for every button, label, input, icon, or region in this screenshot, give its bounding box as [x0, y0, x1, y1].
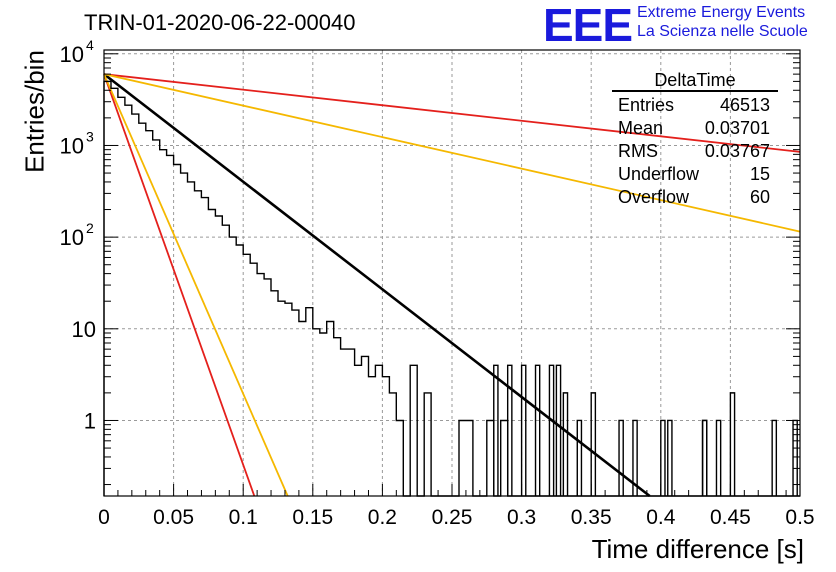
x-tick-label: 0.3: [507, 506, 536, 529]
stats-value: 15: [749, 164, 770, 184]
y-tick-label: 1: [84, 408, 96, 433]
y-tick-exponent: 3: [86, 128, 94, 144]
y-tick-exponent: 2: [86, 220, 94, 236]
stats-label: Entries: [618, 95, 675, 115]
stats-row-entries: Entries 46513: [612, 94, 778, 117]
x-tick-label: 0.4: [646, 506, 676, 529]
x-tick-label: 0.2: [368, 506, 397, 529]
histogram-tail-bin: [493, 364, 499, 496]
stats-box-title: DeltaTime: [612, 70, 778, 92]
stats-label: Overflow: [618, 187, 690, 207]
histogram-tail-bin: [715, 419, 722, 496]
x-tick-label: 0.35: [571, 506, 612, 529]
x-tick-label: 0.1: [229, 506, 258, 529]
y-tick-label: 10: [60, 225, 84, 250]
histogram-title: TRIN-01-2020-06-22-00040: [84, 10, 356, 35]
stats-label: Mean: [618, 118, 664, 138]
fit-line-3: [103, 73, 256, 497]
x-tick-label: 0.05: [153, 506, 194, 529]
stats-row-rms: RMS 0.03767: [612, 140, 778, 163]
x-tick-label: 0.25: [432, 506, 473, 529]
eee-logo: EEE: [543, 0, 633, 51]
x-tick-label: 0.15: [292, 506, 333, 529]
histogram-tail-bin: [701, 419, 708, 496]
stats-value: 46513: [719, 95, 770, 115]
x-tick-label: 0.45: [710, 506, 751, 529]
histogram-tail-bin: [534, 364, 541, 496]
x-axis-label: Time difference [s]: [591, 534, 804, 564]
stats-row-mean: Mean 0.03701: [612, 117, 778, 140]
axis-ticks: 0 0.05 0.1 0.15 0.2 0.25 0.3 0.35 0.4 0.45 0.5 1 10 1…: [60, 37, 815, 529]
fit-line-0: [103, 73, 651, 498]
plot-frame: [103, 49, 801, 497]
y-tick-exponent: 4: [86, 37, 94, 53]
histogram-tail-bin: [555, 364, 562, 496]
org-name-line1: Extreme Energy Events: [637, 4, 806, 21]
fit-curves: [103, 73, 801, 498]
histogram-tail-bin: [548, 364, 555, 496]
histogram-tail-bin: [520, 364, 527, 496]
histogram-tail-bin: [562, 392, 569, 496]
stats-box: DeltaTime Entries 46513 Mean 0.03701 RMS 0.…: [612, 70, 778, 209]
y-axis-label: Entries/bin: [19, 50, 50, 173]
histogram-tail-bin: [667, 419, 673, 496]
stats-label: Underflow: [618, 164, 700, 184]
fit-line-4: [103, 73, 289, 497]
stats-row-underflow: Underflow 15: [612, 163, 778, 186]
fit-line-1: [103, 73, 801, 153]
y-tick-label: 10: [72, 317, 96, 342]
histogram-tail-bin: [632, 419, 638, 496]
stats-value: 0.03701: [704, 118, 770, 138]
histogram-tail-bin: [506, 364, 513, 496]
fit-line-2: [103, 73, 801, 233]
histogram-tail-bin: [729, 392, 736, 496]
grid-lines: [104, 50, 800, 496]
histogram-tail-bin: [660, 419, 666, 496]
histogram-tail-bin: [618, 419, 624, 496]
x-tick-label: 0: [98, 506, 110, 529]
histogram-tail-bin: [771, 419, 778, 496]
stats-value: 0.03767: [704, 141, 770, 161]
org-name-line2: La Scienza nelle Scuole: [637, 23, 808, 40]
stats-label: RMS: [618, 141, 658, 161]
y-tick-label: 10: [60, 133, 84, 158]
stats-value: 60: [749, 187, 770, 207]
histogram-tail-bin: [576, 419, 583, 496]
y-tick-label: 10: [60, 42, 84, 67]
stats-row-overflow: Overflow 60: [612, 186, 778, 209]
histogram-tail-bin: [590, 392, 597, 496]
x-tick-label: 0.5: [785, 506, 814, 529]
